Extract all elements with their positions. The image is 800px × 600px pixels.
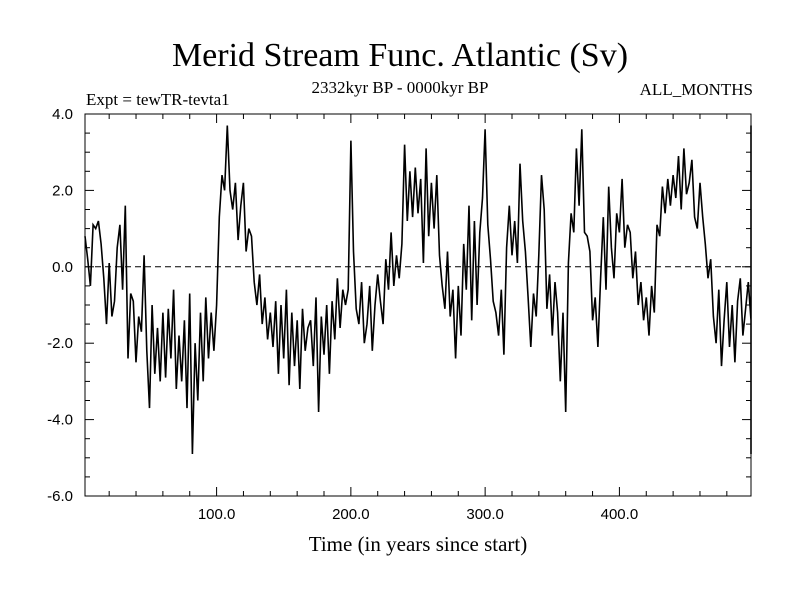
y-tick-label: -6.0 (47, 488, 73, 505)
x-axis: 100.0 200.0 300.0 400.0 (108, 114, 728, 523)
y-tick-label: -2.0 (47, 335, 73, 352)
x-tick-label: 100.0 (198, 506, 236, 523)
x-tick-label: 300.0 (466, 506, 504, 523)
chart-subtitle: 2332kyr BP - 0000kyr BP (311, 78, 489, 97)
y-tick-label: 2.0 (52, 182, 73, 199)
x-tick-label: 400.0 (601, 506, 639, 523)
x-axis-label: Time (in years since start) (309, 532, 528, 556)
chart-title: Merid Stream Func. Atlantic (Sv) (171, 37, 629, 74)
series-line (84, 125, 752, 455)
y-tick-label: -4.0 (47, 412, 73, 429)
months-label: ALL_MONTHS (639, 80, 753, 99)
experiment-label: Expt = tewTR-tevta1 (86, 90, 230, 109)
y-tick-label: 4.0 (52, 106, 73, 123)
x-tick-label: 200.0 (332, 506, 370, 523)
y-tick-label: 0.0 (52, 259, 73, 276)
y-axis: 4.0 2.0 0.0 -2.0 -4.0 -6.0 (47, 106, 751, 505)
series-layer (84, 125, 752, 455)
